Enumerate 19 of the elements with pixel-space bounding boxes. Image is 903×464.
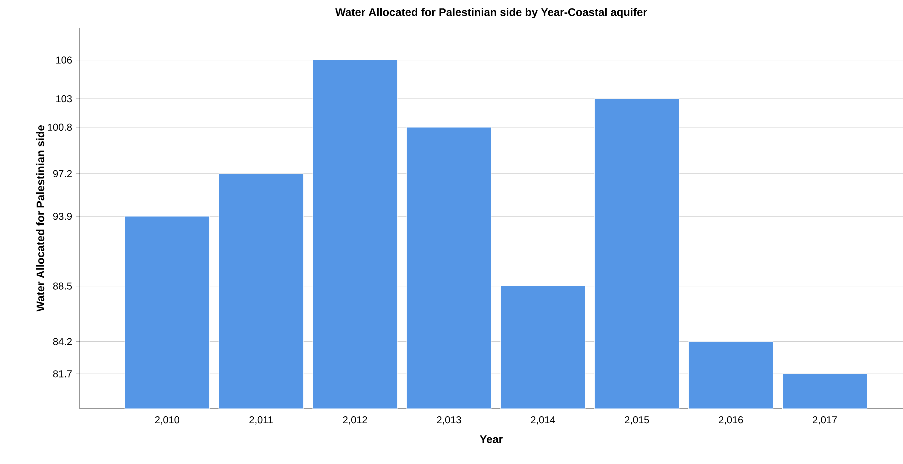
x-axis-title: Year [480, 436, 503, 444]
y-axis-title: Water Allocated for Palestinian side [36, 126, 45, 312]
x-tick-label: 2,017 [813, 416, 838, 425]
y-tick-label: 88.5 [53, 282, 72, 290]
y-tick-label: 93.9 [53, 213, 72, 220]
y-tick-label: 103 [56, 95, 72, 103]
x-tick-label: 2,016 [719, 416, 744, 425]
x-tick-label: 2,012 [343, 416, 368, 425]
x-tick-label: 2,013 [437, 416, 462, 425]
y-tick-label: 81.7 [53, 370, 72, 378]
x-tick-label: 2,010 [155, 416, 180, 425]
y-tick-label: 97.2 [53, 170, 72, 178]
x-tick-label: 2,011 [250, 416, 273, 425]
chart-title: Water Allocated for Palestinian side by Year-Coastal aquifer [336, 8, 648, 18]
x-tick-label: 2,015 [625, 416, 650, 425]
y-tick-label: 106 [56, 56, 72, 64]
y-tick-label: 100.8 [48, 124, 72, 131]
y-tick-label: 84.2 [53, 338, 72, 346]
x-tick-label: 2,014 [531, 416, 556, 425]
